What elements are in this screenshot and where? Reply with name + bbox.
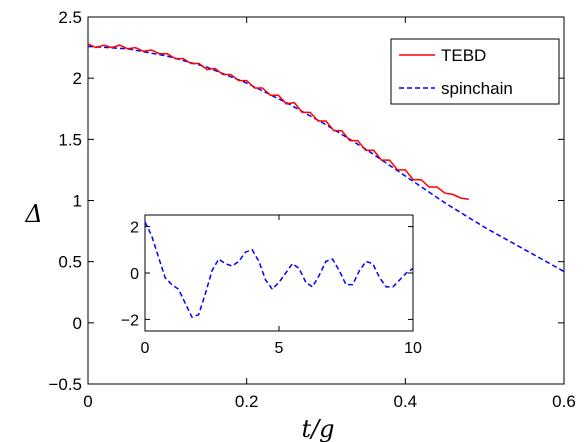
y-axis-label: Δ [24, 200, 42, 228]
inset-y-tick-label: −2 [121, 312, 139, 329]
y-tick-label: 2.5 [58, 8, 82, 27]
main-axis-ticks [87, 16, 565, 385]
inset-x-tick-label: 10 [404, 340, 422, 357]
main-tick-labels: 0 0.2 0.4 0.6−0.500.511.522.5 [48, 8, 575, 411]
y-tick-label: −0.5 [48, 375, 82, 394]
legend-label-tebd: TEBD [441, 46, 486, 65]
x-tick-label: 0.2 [235, 392, 259, 411]
inset-tick-labels: 0 5 10−202 [121, 220, 422, 357]
y-tick-label: 1.5 [58, 130, 82, 149]
inset-y-tick-label: 2 [130, 220, 139, 237]
inset-y-tick-label: 0 [130, 266, 139, 283]
inset-plot-frame [144, 214, 414, 332]
series-line-tebd [87, 43, 469, 201]
inset-series-line [144, 221, 414, 319]
y-tick-label: 1 [73, 192, 82, 211]
x-axis-label: t/g [301, 415, 334, 442]
legend: TEBD spinchain [390, 38, 560, 105]
series-line-spinchain [87, 45, 565, 273]
legend-label-spinchain: spinchain [441, 79, 513, 98]
y-tick-label: 2 [73, 69, 82, 88]
x-tick-label: 0 [83, 392, 92, 411]
x-tick-label: 0.6 [552, 392, 576, 411]
x-tick-label: 0.4 [394, 392, 418, 411]
inset-axis-ticks [144, 215, 414, 331]
inset-x-tick-label: 0 [141, 340, 150, 357]
inset-chart: 0 5 10−202 [121, 214, 422, 357]
legend-box [390, 38, 560, 105]
inset-x-tick-label: 5 [275, 340, 284, 357]
y-tick-label: 0 [73, 314, 82, 333]
y-tick-label: 0.5 [58, 253, 82, 272]
